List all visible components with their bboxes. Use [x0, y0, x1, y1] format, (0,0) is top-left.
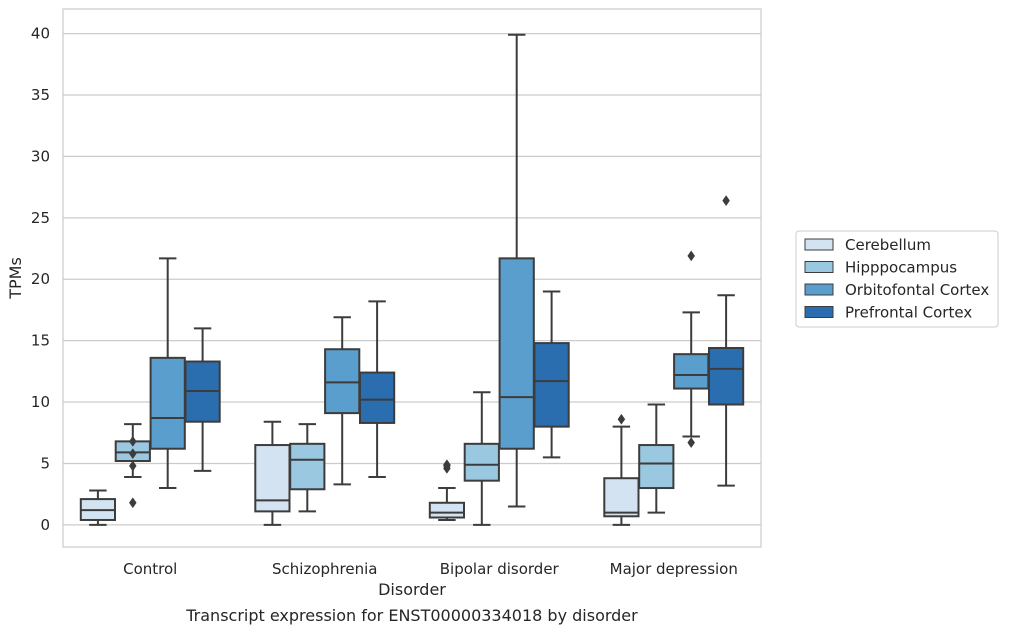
box-2-1 — [324, 316, 361, 486]
legend-swatch — [804, 261, 834, 273]
box-body — [498, 257, 535, 450]
box-series-layer — [79, 33, 745, 526]
box-0-2 — [428, 459, 466, 521]
x-tick-label: Control — [123, 560, 177, 578]
y-tick-label: 5 — [40, 454, 50, 472]
y-tick-labels: 0 5 10 15 20 25 30 35 40 — [31, 25, 50, 534]
box-3-2 — [533, 290, 570, 459]
outlier-point — [443, 459, 451, 471]
box-1-1 — [289, 423, 326, 513]
x-tick-labels: Control Schizophrenia Bipolar disorder Majo… — [123, 560, 738, 578]
box-body — [324, 348, 361, 415]
y-axis-label: TPMs — [6, 257, 25, 300]
box-2-2 — [498, 33, 535, 508]
outlier-point — [687, 437, 696, 449]
box-body — [533, 342, 570, 428]
x-tick-label: Bipolar disorder — [440, 560, 560, 578]
legend-label: Cerebellum — [845, 236, 931, 254]
y-tick-label: 40 — [31, 25, 50, 43]
box-3-1 — [358, 300, 396, 478]
box-3-3 — [707, 195, 745, 487]
y-tick-label: 10 — [31, 393, 50, 411]
box-body — [358, 371, 396, 424]
box-body — [707, 347, 745, 406]
box-body — [638, 444, 675, 490]
legend: Cerebellum Hipppocampus Orbitofontal Corte… — [795, 230, 999, 328]
outlier-point — [128, 460, 137, 472]
box-0-1 — [254, 420, 291, 526]
legend-label: Prefrontal Cortex — [845, 304, 972, 322]
box-1-3 — [638, 403, 675, 514]
legend-items: Cerebellum Hipppocampus Orbitofontal Corte… — [804, 236, 989, 322]
box-2-0 — [149, 257, 186, 490]
box-body — [149, 356, 186, 450]
outlier-point — [128, 435, 137, 447]
box-0-3 — [603, 413, 640, 526]
y-tick-label: 25 — [31, 209, 50, 227]
box-body — [254, 444, 291, 513]
y-tick-label: 30 — [31, 147, 50, 165]
box-body — [463, 442, 500, 482]
outlier-point — [617, 413, 626, 425]
outlier-point — [128, 497, 137, 509]
legend-label: Hipppocampus — [845, 259, 957, 277]
y-tick-label: 0 — [40, 516, 50, 534]
box-3-0 — [184, 327, 221, 472]
chart-caption: Transcript expression for ENST0000033401… — [186, 606, 638, 625]
y-tick-label: 20 — [31, 270, 50, 288]
box-1-0 — [114, 423, 151, 509]
outlier-point — [722, 195, 730, 207]
outlier-point — [687, 250, 696, 262]
box-body — [603, 477, 640, 518]
y-tick-label: 35 — [31, 86, 50, 104]
box-body — [428, 501, 466, 519]
legend-swatch — [804, 238, 834, 251]
box-body — [289, 442, 326, 491]
x-axis-label: Disorder — [378, 580, 446, 599]
legend-label: Orbitofontal Cortex — [845, 281, 989, 299]
box-0-0 — [79, 489, 117, 526]
box-1-2 — [463, 391, 500, 526]
box-body — [673, 353, 710, 390]
legend-frame — [795, 230, 999, 328]
x-tick-label: Major depression — [610, 560, 738, 578]
plot-area-frame — [62, 8, 762, 548]
legend-swatch — [804, 283, 834, 296]
outlier-point — [128, 448, 137, 460]
y-tick-label: 15 — [31, 332, 50, 350]
x-tick-label: Schizophrenia — [272, 560, 377, 578]
box-2-3 — [673, 250, 710, 449]
legend-swatch — [804, 306, 834, 318]
